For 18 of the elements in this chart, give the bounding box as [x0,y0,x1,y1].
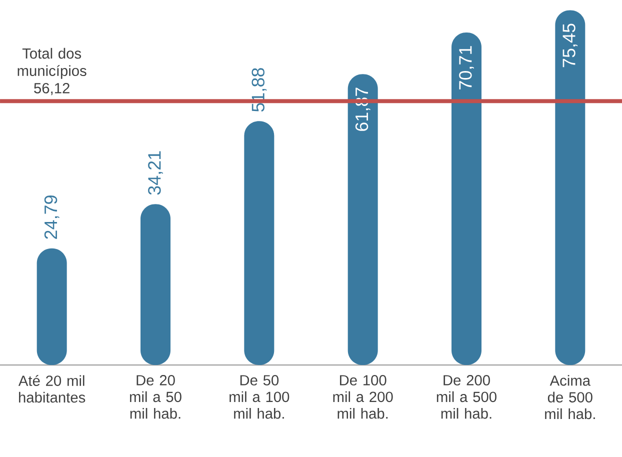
bar [555,10,586,365]
x-tick-label: De 200 mil a 500 mil hab. [436,375,496,419]
bar [36,248,67,365]
ref-line-label: Total dos municípios 56,12 [18,48,86,96]
bar [348,74,378,365]
x-tick-label: De 100 mil a 200 mil hab. [333,375,393,419]
data-label: 24,79 [44,196,60,239]
data-label: 75,45 [562,24,578,68]
x-tick-label: De 20 mil a 50 mil hab. [130,375,182,419]
bar [140,204,171,365]
x-tick-label: Até 20 mil habitantes [18,375,86,403]
x-tick-label: Acima de 500 mil hab. [545,375,595,420]
data-label: 51,88 [252,68,267,112]
bar [452,32,482,365]
data-label: 70,71 [459,46,474,90]
x-tick-label: De 50 mil a 100 mil hab. [230,375,290,419]
bar [244,121,274,365]
data-label: 34,21 [148,151,163,195]
